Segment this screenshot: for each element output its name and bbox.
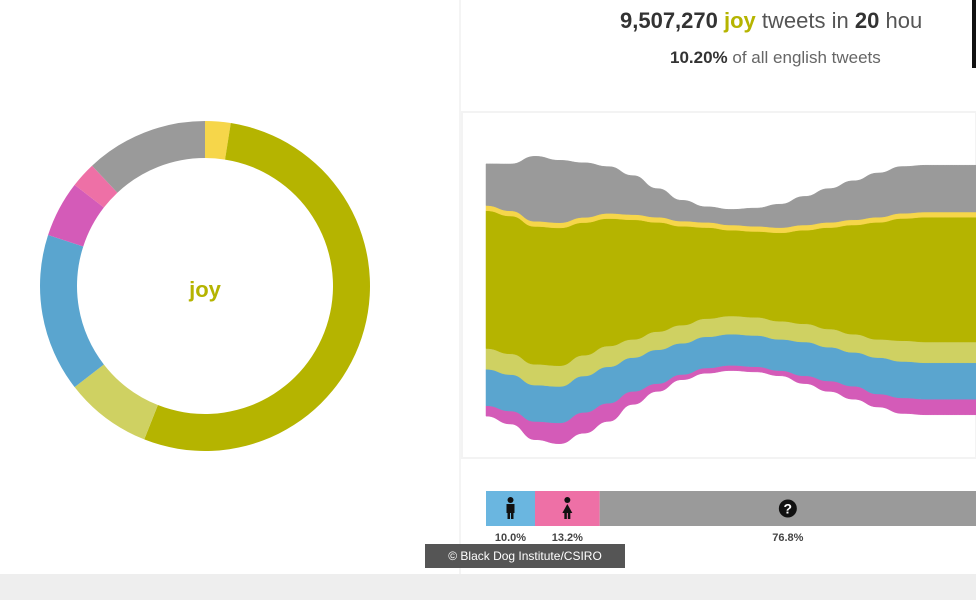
donut-slice-magenta (48, 184, 104, 247)
donut-slice-yellow (205, 121, 231, 160)
stream-layer-gray (485, 156, 976, 228)
summary-header: 9,507,270 joy tweets in 20 hou 10.20% of… (470, 0, 976, 100)
gender-label-female: 13.2% (552, 532, 583, 544)
gender-bar: 10.0% 13.2%? 76.8% (486, 491, 976, 544)
hours-value: 20 (854, 8, 880, 33)
tweet-count: 9,507,270 (620, 8, 718, 33)
question-icon (778, 499, 797, 518)
donut-slice-joy (144, 123, 370, 451)
donut-slice-blue (40, 235, 104, 388)
stream-panel-border (461, 111, 976, 459)
donut-chart (40, 121, 370, 451)
donut-slice-gray (92, 121, 205, 193)
window-edge (972, 0, 976, 68)
gender-label-unknown: 76.8% (772, 532, 803, 544)
percent-suffix: of all english tweets (732, 48, 881, 67)
streamgraph (485, 156, 976, 444)
gender-label-male: 10.0% (495, 532, 526, 544)
image-credit: © Black Dog Institute/CSIRO (425, 544, 625, 568)
footer-band (0, 574, 976, 600)
percent-value: 10.20% (670, 48, 728, 67)
donut-slice-lime (74, 364, 158, 440)
donut-center-label: joy (188, 277, 222, 302)
tweets-in-text: tweets in (761, 8, 849, 33)
summary-line-percent: 10.20% of all english tweets (670, 48, 881, 68)
male-icon (506, 497, 515, 519)
hours-unit: hou (885, 8, 923, 33)
summary-line-count: 9,507,270 joy tweets in 20 hou (620, 8, 922, 34)
female-icon (562, 497, 573, 519)
emotion-name: joy (724, 8, 756, 33)
donut-slice-pink (74, 165, 118, 208)
question-icon-glyph: ? (784, 501, 793, 517)
panel-divider (459, 0, 461, 574)
